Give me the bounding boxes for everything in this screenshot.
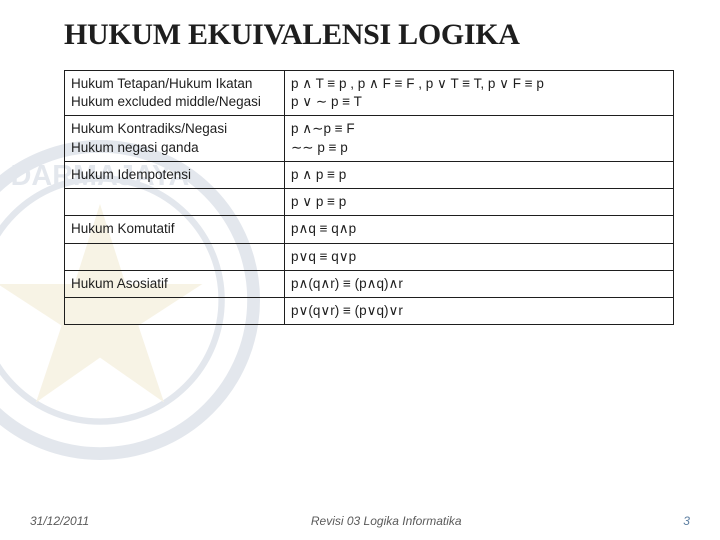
law-cell [65,243,285,270]
footer-date: 31/12/2011 [30,514,89,528]
table-row: Hukum Idempotensip ∧ p ≡ p [65,161,674,188]
expr-cell: p∨(q∨r) ≡ (p∨q)∨r [285,297,674,324]
law-cell: Hukum Kontradiks/NegasiHukum negasi gand… [65,116,285,161]
page-title: HUKUM EKUIVALENSI LOGIKA [64,18,686,52]
footer-center: Revisi 03 Logika Informatika [311,514,462,528]
table-row: Hukum Kontradiks/NegasiHukum negasi gand… [65,116,674,161]
expr-cell: p ∨ p ≡ p [285,189,674,216]
footer-page: 3 [683,514,690,528]
table-row: p∨q ≡ q∨p [65,243,674,270]
table-row: p∨(q∨r) ≡ (p∨q)∨r [65,297,674,324]
table-row: Hukum Tetapan/Hukum IkatanHukum excluded… [65,71,674,116]
expr-cell: p ∧ T ≡ p , p ∧ F ≡ F , p ∨ T ≡ T, p ∨ F… [285,71,674,116]
equivalence-table: Hukum Tetapan/Hukum IkatanHukum excluded… [64,70,674,325]
expr-cell: p∧(q∧r) ≡ (p∧q)∧r [285,270,674,297]
law-cell: Hukum Asosiatif [65,270,285,297]
table-row: p ∨ p ≡ p [65,189,674,216]
expr-cell: p ∧ p ≡ p [285,161,674,188]
expr-cell: p∨q ≡ q∨p [285,243,674,270]
law-cell: Hukum Tetapan/Hukum IkatanHukum excluded… [65,71,285,116]
law-cell: Hukum Idempotensi [65,161,285,188]
law-cell [65,189,285,216]
expr-cell: p ∧∼p ≡ F∼∼ p ≡ p [285,116,674,161]
table-row: Hukum Komutatifp∧q ≡ q∧p [65,216,674,243]
table-row: Hukum Asosiatifp∧(q∧r) ≡ (p∧q)∧r [65,270,674,297]
footer: 31/12/2011 Revisi 03 Logika Informatika … [0,514,720,528]
law-cell [65,297,285,324]
expr-cell: p∧q ≡ q∧p [285,216,674,243]
law-cell: Hukum Komutatif [65,216,285,243]
